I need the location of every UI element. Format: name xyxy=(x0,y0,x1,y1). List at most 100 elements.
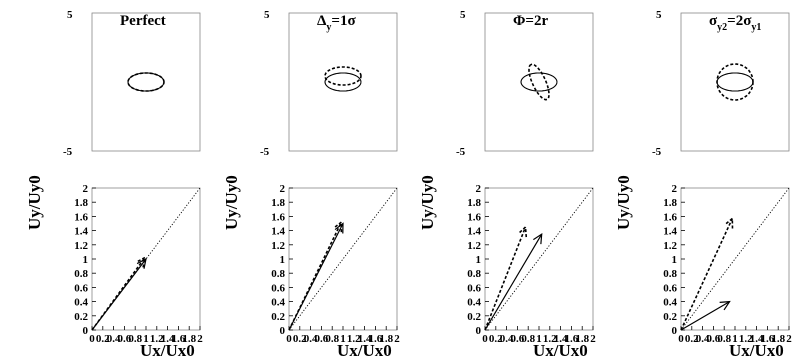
y-tick-label: 1.8 xyxy=(74,197,88,209)
y-tick-label: 1.8 xyxy=(663,197,677,209)
y-tick-label: 1 xyxy=(83,254,89,266)
x-tick-label: 0.6 xyxy=(707,333,721,345)
vector-panel-3: 00.20.40.60.811.21.41.61.820 0.20.40.60.8… xyxy=(418,175,596,360)
y-tick-label: 0.2 xyxy=(271,311,285,323)
y-tick-label: -5 xyxy=(456,146,466,158)
dashed-ellipse xyxy=(324,66,362,86)
y-tick-label: 0 xyxy=(476,325,482,337)
panel-title: Perfect xyxy=(120,13,166,29)
y-tick-label: 1 xyxy=(280,254,286,266)
x-tick-label: 1.6 xyxy=(172,333,186,345)
x-tick-label: 0.4 xyxy=(696,333,710,345)
x-tick-label: 0.8 xyxy=(325,333,339,345)
y-tick-label: 5 xyxy=(67,9,73,21)
x-tick-label: 0 xyxy=(678,333,684,345)
x-tick-label: 1 xyxy=(143,333,149,345)
y-tick-label: 1.2 xyxy=(74,240,88,252)
y-tick-label: 0.4 xyxy=(663,297,677,309)
solid-ellipse xyxy=(520,72,558,92)
solid-vector xyxy=(484,233,543,331)
x-tick-label: 0.2 xyxy=(489,333,503,345)
y-tick-label: 2 xyxy=(280,183,286,195)
x-tick-label: 1.6 xyxy=(761,333,775,345)
y-tick-label: 1.6 xyxy=(74,211,88,223)
y-tick-label: 1.8 xyxy=(271,197,285,209)
x-tick-label: 0.8 xyxy=(717,333,731,345)
x-tick-label: 1.4 xyxy=(554,333,568,345)
x-tick-label: 0 xyxy=(286,333,292,345)
panel-frame xyxy=(484,12,594,152)
y-tick-label: 0 xyxy=(672,325,678,337)
x-tick-label: 0.4 xyxy=(500,333,514,345)
y-tick-label: 5 xyxy=(460,9,466,21)
x-tick-label: 1.4 xyxy=(750,333,764,345)
y-tick-label: 1.4 xyxy=(663,226,677,238)
ellipse-panel-3: 5 -5 xyxy=(456,9,594,158)
panel-title: σy2=2σy1 xyxy=(709,13,761,33)
y-tick-label: 1 xyxy=(672,254,678,266)
y-tick-label: 0.4 xyxy=(271,297,285,309)
y-tick-label: 0.2 xyxy=(663,311,677,323)
y-axis-label: Uy/Uy0 xyxy=(222,175,241,230)
dashed-arrowhead xyxy=(333,220,343,233)
x-axis-label: Ux/Ux0 xyxy=(140,341,195,360)
panel-frame xyxy=(91,12,201,152)
y-tick-label: 0.2 xyxy=(74,311,88,323)
x-tick-label: 2 xyxy=(590,333,596,345)
solid-arrowhead xyxy=(136,257,147,269)
solid-vector xyxy=(680,301,730,331)
panel-frame xyxy=(680,12,790,152)
dashed-arrowhead xyxy=(517,225,528,238)
panel-frame xyxy=(484,187,594,331)
x-tick-label: 1 xyxy=(536,333,542,345)
y-tick-label: 1.2 xyxy=(663,240,677,252)
solid-arrowhead xyxy=(533,232,543,245)
y-tick-label: 0.6 xyxy=(467,282,481,294)
y-tick-label: -5 xyxy=(652,146,662,158)
y-tick-label: 5 xyxy=(656,9,662,21)
x-tick-label: 1.8 xyxy=(182,333,196,345)
solid-arrowhead xyxy=(334,222,344,234)
x-tick-label: 1 xyxy=(340,333,346,345)
solid-ellipse xyxy=(324,72,362,92)
dashed-ellipse xyxy=(716,63,754,101)
dashed-ellipse xyxy=(127,72,165,92)
x-tick-label: 1.2 xyxy=(150,333,164,345)
y-tick-label: 1 xyxy=(476,254,482,266)
x-tick-label: 0.6 xyxy=(118,333,132,345)
y-axis-label: Uy/Uy0 xyxy=(25,175,44,230)
y-tick-label: 0.8 xyxy=(663,268,677,280)
x-tick-label: 1.4 xyxy=(161,333,175,345)
x-tick-label: 0 xyxy=(482,333,488,345)
dashed-arrowhead xyxy=(135,256,147,268)
y-tick-label: 0.8 xyxy=(467,268,481,280)
solid-vector xyxy=(91,258,147,331)
x-tick-label: 0.4 xyxy=(304,333,318,345)
vector-panel-2: 00.20.40.60.811.21.41.61.820 0.20.40.60.8… xyxy=(222,175,400,360)
dashed-ellipse xyxy=(528,63,550,101)
diagonal-line xyxy=(288,187,398,331)
y-tick-label: 1.6 xyxy=(467,211,481,223)
x-tick-label: 0.8 xyxy=(128,333,142,345)
y-tick-label: 0.4 xyxy=(74,297,88,309)
x-tick-label: 0.6 xyxy=(315,333,329,345)
x-tick-label: 0.4 xyxy=(107,333,121,345)
panel-frame xyxy=(288,12,398,152)
x-tick-label: 2 xyxy=(786,333,792,345)
diagonal-line xyxy=(680,187,790,331)
diagonal-line xyxy=(484,187,594,331)
panel-title: Φ=2r xyxy=(513,13,548,29)
x-axis-label: Ux/Ux0 xyxy=(533,341,588,360)
x-tick-label: 1.2 xyxy=(543,333,557,345)
y-tick-label: 0.2 xyxy=(467,311,481,323)
x-tick-label: 1.8 xyxy=(379,333,393,345)
x-tick-label: 2 xyxy=(197,333,203,345)
x-tick-label: 1.4 xyxy=(358,333,372,345)
panel-frame xyxy=(680,187,790,331)
y-tick-label: 1.2 xyxy=(467,240,481,252)
x-axis-label: Ux/Ux0 xyxy=(337,341,392,360)
y-tick-label: 1.8 xyxy=(467,197,481,209)
y-tick-label: 1.4 xyxy=(271,226,285,238)
solid-arrowhead xyxy=(719,300,731,311)
